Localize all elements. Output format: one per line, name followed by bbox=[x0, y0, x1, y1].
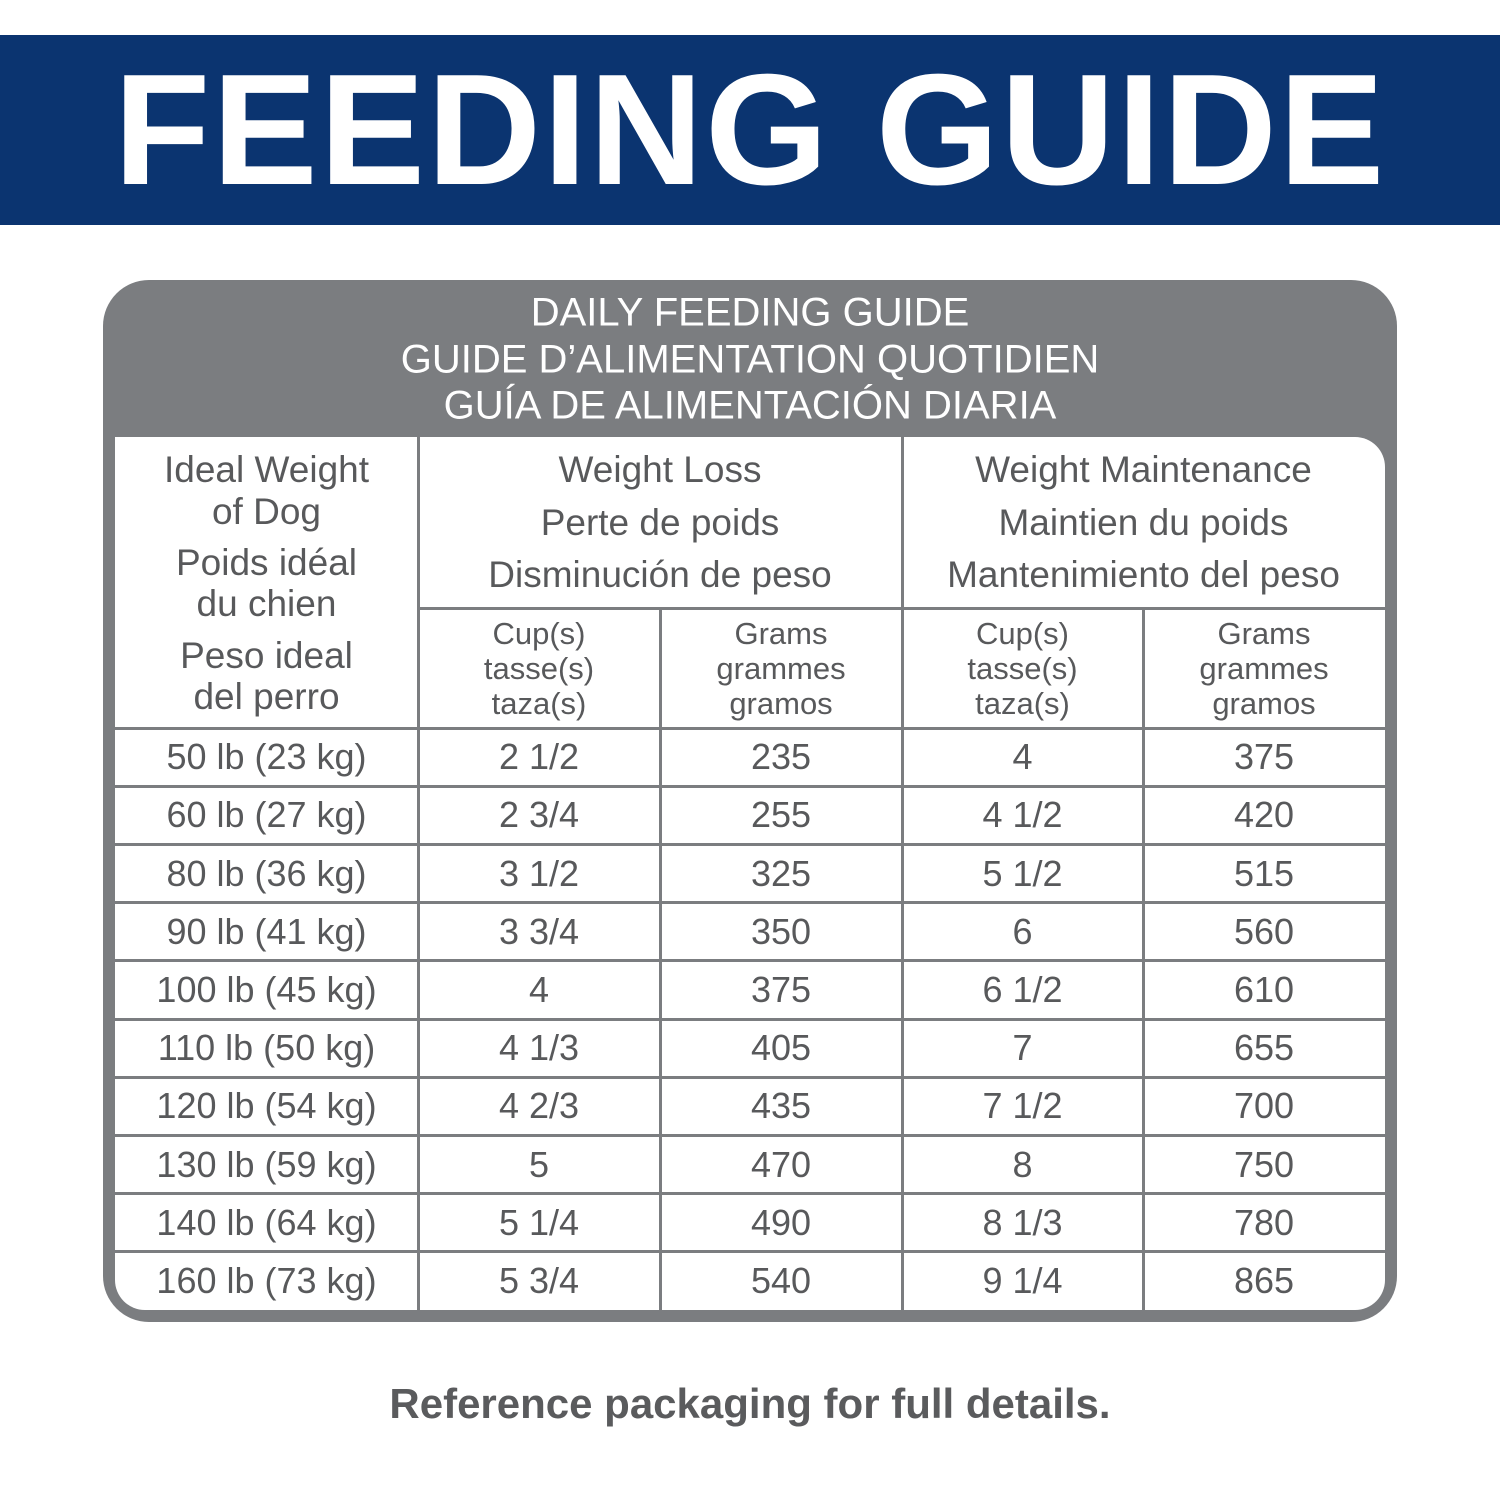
weight-cell: 110 lb (50 kg) bbox=[157, 1027, 376, 1069]
row-divider bbox=[115, 1133, 1385, 1137]
column-divider bbox=[1141, 608, 1145, 1310]
row-divider bbox=[115, 784, 1385, 788]
column-divider bbox=[416, 437, 420, 1310]
column-divider bbox=[900, 437, 904, 1310]
sub-header: tasse(s) bbox=[967, 651, 1078, 686]
value-cell: 865 bbox=[1233, 1259, 1295, 1301]
value-cell: 255 bbox=[750, 794, 812, 836]
weight-cell: 60 lb (27 kg) bbox=[166, 794, 367, 836]
row-divider bbox=[115, 1075, 1385, 1079]
weight-cell: 130 lb (59 kg) bbox=[156, 1143, 377, 1185]
footer-note: Reference packaging for full details. bbox=[389, 1380, 1111, 1427]
value-cell: 8 bbox=[1012, 1143, 1033, 1185]
weight-cell: 120 lb (54 kg) bbox=[156, 1085, 377, 1127]
value-cell: 5 1/2 bbox=[982, 852, 1063, 894]
table-title: GUIDE D’ALIMENTATION QUOTIDIEN bbox=[400, 337, 1100, 382]
value-cell: 350 bbox=[750, 910, 812, 952]
value-cell: 375 bbox=[750, 968, 812, 1010]
group-header: Perte de poids bbox=[540, 502, 780, 543]
weight-cell: 50 lb (23 kg) bbox=[166, 736, 367, 778]
weight-header: Poids idéal bbox=[175, 542, 357, 583]
value-cell: 325 bbox=[750, 852, 812, 894]
value-cell: 7 bbox=[1012, 1027, 1033, 1069]
weight-header: Ideal Weight bbox=[164, 449, 369, 490]
sub-header: gramos bbox=[729, 686, 833, 721]
page-title: FEEDING GUIDE bbox=[113, 42, 1387, 218]
value-cell: 3 1/2 bbox=[498, 852, 580, 894]
weight-cell: 80 lb (36 kg) bbox=[166, 852, 367, 894]
value-cell: 6 bbox=[1012, 910, 1033, 952]
row-divider bbox=[115, 842, 1385, 846]
value-cell: 470 bbox=[750, 1143, 812, 1185]
value-cell: 5 3/4 bbox=[498, 1259, 580, 1301]
group-header: Weight Loss bbox=[558, 449, 762, 490]
value-cell: 780 bbox=[1233, 1201, 1295, 1243]
value-cell: 4 bbox=[1012, 736, 1033, 778]
weight-cell: 160 lb (73 kg) bbox=[156, 1259, 377, 1301]
value-cell: 515 bbox=[1233, 852, 1295, 894]
value-cell: 4 bbox=[528, 968, 550, 1010]
weight-header: Peso ideal bbox=[180, 635, 353, 676]
weight-cell: 90 lb (41 kg) bbox=[166, 910, 367, 952]
value-cell: 435 bbox=[750, 1085, 812, 1127]
row-divider bbox=[115, 726, 1385, 730]
row-divider bbox=[115, 959, 1385, 963]
sub-header: grammes bbox=[716, 651, 846, 686]
column-divider bbox=[658, 608, 662, 1310]
value-cell: 2 1/2 bbox=[498, 736, 580, 778]
sub-header: Grams bbox=[1217, 616, 1311, 651]
value-cell: 490 bbox=[750, 1201, 812, 1243]
value-cell: 3 3/4 bbox=[498, 910, 580, 952]
value-cell: 655 bbox=[1233, 1027, 1295, 1069]
value-cell: 5 1/4 bbox=[498, 1201, 580, 1243]
group-header: Disminución de peso bbox=[488, 554, 832, 595]
group-header: Maintien du poids bbox=[998, 502, 1289, 543]
value-cell: 5 bbox=[528, 1143, 550, 1185]
value-cell: 6 1/2 bbox=[982, 968, 1063, 1010]
table-title: GUÍA DE ALIMENTACIÓN DIARIA bbox=[443, 383, 1057, 428]
sub-header: Cup(s) bbox=[975, 616, 1069, 651]
sub-header: taza(s) bbox=[491, 686, 587, 721]
weight-header: of Dog bbox=[211, 491, 321, 532]
sub-header: gramos bbox=[1212, 686, 1316, 721]
value-cell: 2 3/4 bbox=[498, 794, 580, 836]
value-cell: 235 bbox=[750, 736, 812, 778]
value-cell: 4 1/3 bbox=[498, 1027, 580, 1069]
value-cell: 7 1/2 bbox=[982, 1085, 1063, 1127]
value-cell: 560 bbox=[1233, 910, 1295, 952]
group-header: Weight Maintenance bbox=[975, 449, 1312, 490]
sub-header: grammes bbox=[1199, 651, 1329, 686]
sub-header: tasse(s) bbox=[483, 651, 595, 686]
value-cell: 540 bbox=[750, 1259, 812, 1301]
sub-header: taza(s) bbox=[975, 686, 1070, 721]
weight-header: del perro bbox=[193, 676, 340, 717]
value-cell: 4 1/2 bbox=[982, 794, 1063, 836]
group-header: Mantenimiento del peso bbox=[947, 554, 1340, 595]
value-cell: 700 bbox=[1233, 1085, 1295, 1127]
weight-header: du chien bbox=[196, 583, 337, 624]
value-cell: 610 bbox=[1233, 968, 1295, 1010]
sub-header: Grams bbox=[734, 616, 828, 651]
table-title: DAILY FEEDING GUIDE bbox=[530, 290, 970, 335]
value-cell: 4 2/3 bbox=[498, 1085, 580, 1127]
row-divider bbox=[115, 1017, 1385, 1021]
value-cell: 420 bbox=[1233, 794, 1295, 836]
value-cell: 9 1/4 bbox=[982, 1259, 1063, 1301]
row-divider bbox=[115, 901, 1385, 905]
row-divider bbox=[115, 1192, 1385, 1196]
weight-cell: 140 lb (64 kg) bbox=[156, 1201, 377, 1243]
value-cell: 750 bbox=[1233, 1143, 1295, 1185]
value-cell: 375 bbox=[1233, 736, 1295, 778]
row-divider bbox=[115, 1250, 1385, 1254]
sub-header: Cup(s) bbox=[492, 616, 586, 651]
banner: FEEDING GUIDE bbox=[0, 35, 1500, 225]
value-cell: 405 bbox=[750, 1027, 812, 1069]
value-cell: 8 1/3 bbox=[982, 1201, 1063, 1243]
table-body bbox=[115, 437, 1385, 1310]
weight-cell: 100 lb (45 kg) bbox=[156, 968, 377, 1010]
